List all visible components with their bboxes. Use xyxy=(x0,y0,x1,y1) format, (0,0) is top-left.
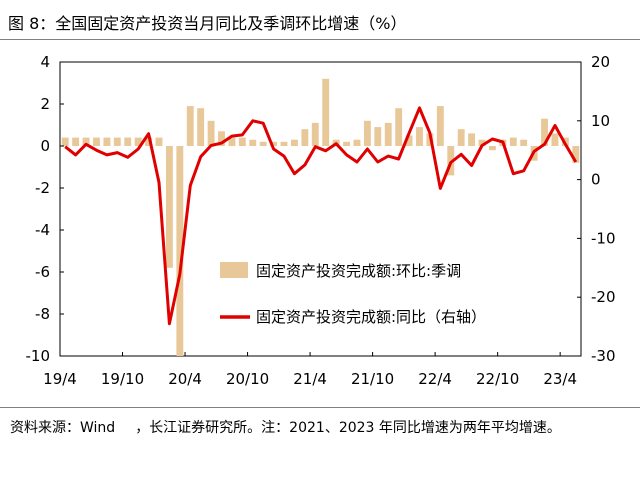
bar xyxy=(134,137,142,146)
bar xyxy=(259,141,267,146)
bar xyxy=(145,137,153,146)
bar xyxy=(165,146,173,268)
bar xyxy=(374,127,382,146)
bar xyxy=(468,133,476,146)
left-tick-label: -2 xyxy=(35,179,50,197)
bar xyxy=(322,78,330,146)
x-tick-label: 20/4 xyxy=(168,370,202,388)
x-tick-label: 19/10 xyxy=(101,370,144,388)
left-tick-label: 2 xyxy=(40,95,50,113)
bar xyxy=(270,141,278,146)
bar xyxy=(72,137,80,146)
left-tick-label: 4 xyxy=(40,53,50,71)
bar xyxy=(197,108,205,146)
bar xyxy=(218,131,225,146)
line-path xyxy=(64,106,578,326)
bar xyxy=(509,137,517,146)
bar xyxy=(186,106,194,146)
bar xyxy=(363,120,371,146)
source-name: Wind xyxy=(80,420,116,436)
bar xyxy=(343,141,350,146)
bar xyxy=(436,106,444,146)
left-tick-label: -4 xyxy=(35,221,50,239)
bar xyxy=(103,137,111,146)
x-tick-label: 20/10 xyxy=(226,370,269,388)
bar xyxy=(353,139,361,146)
x-tick-label: 19/4 xyxy=(43,370,77,388)
bar xyxy=(280,141,288,146)
bar xyxy=(155,137,163,146)
right-tick-label: -20 xyxy=(591,288,616,306)
bar xyxy=(541,118,548,146)
bar xyxy=(488,146,496,151)
bar xyxy=(478,139,486,146)
line-series xyxy=(64,106,578,326)
bar xyxy=(301,129,309,146)
bar xyxy=(61,137,69,146)
bar xyxy=(395,108,403,146)
bar xyxy=(176,146,184,356)
right-tick-label: 20 xyxy=(591,53,610,71)
title-divider xyxy=(0,39,640,40)
x-tick-label: 21/4 xyxy=(293,370,327,388)
left-tick-label: 0 xyxy=(40,137,50,155)
left-tick-label: -8 xyxy=(35,305,50,323)
bar xyxy=(93,137,100,146)
bar xyxy=(207,120,215,146)
left-tick-label: -6 xyxy=(35,263,50,281)
bar xyxy=(457,129,465,146)
source-text: ，长江证券研究所。注：2021、2023 年同比增速为两年平均增速。 xyxy=(135,420,561,436)
x-tick-label: 23/4 xyxy=(543,370,577,388)
left-tick-label: -10 xyxy=(26,347,51,365)
x-tick-label: 21/10 xyxy=(351,370,394,388)
bar xyxy=(384,122,392,146)
bar xyxy=(405,135,413,146)
legend-label-bar: 固定资产投资完成额:环比:季调 xyxy=(256,262,461,280)
legend-label-line: 固定资产投资完成额:同比（右轴） xyxy=(256,308,486,326)
bar xyxy=(311,122,319,146)
bar xyxy=(551,133,559,146)
x-tick-label: 22/10 xyxy=(476,370,519,388)
source-divider xyxy=(0,407,640,408)
bar xyxy=(228,137,236,146)
bar xyxy=(113,137,121,146)
bar xyxy=(238,137,246,146)
chart-title: 图 8：全国固定资产投资当月同比及季调环比增速（%） xyxy=(8,14,407,33)
bar xyxy=(124,137,132,146)
source-note: 资料来源：Wind ，长江证券研究所。注：2021、2023 年同比增速为两年平均… xyxy=(10,413,635,443)
bar xyxy=(416,127,423,146)
right-tick-label: -10 xyxy=(591,229,616,247)
bar xyxy=(82,137,90,146)
bar xyxy=(520,139,528,146)
bar xyxy=(291,139,298,146)
legend-swatch-bar xyxy=(220,262,248,278)
plot-frame xyxy=(59,61,582,357)
right-tick-label: -30 xyxy=(591,347,616,365)
source-label: 资料来源： xyxy=(10,420,80,436)
x-tick-label: 22/4 xyxy=(418,370,452,388)
bar xyxy=(572,146,580,163)
right-tick-label: 0 xyxy=(591,171,601,189)
bar xyxy=(249,139,257,146)
right-tick-label: 10 xyxy=(591,112,610,130)
